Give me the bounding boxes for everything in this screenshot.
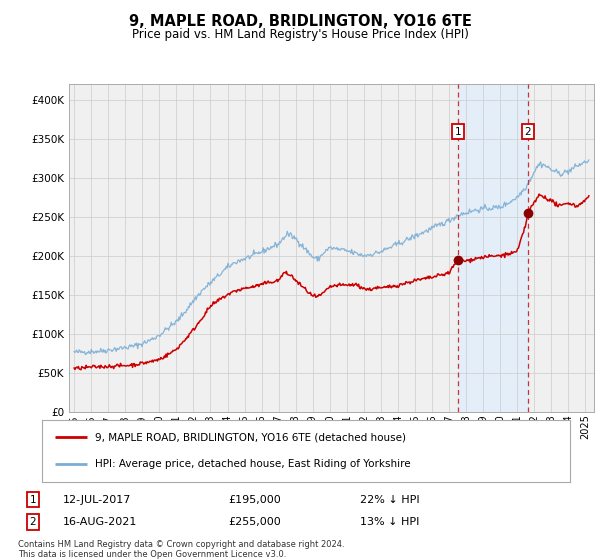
Text: Price paid vs. HM Land Registry's House Price Index (HPI): Price paid vs. HM Land Registry's House … [131,28,469,41]
Bar [458,84,528,412]
Text: 1: 1 [455,127,461,137]
Text: £255,000: £255,000 [228,517,281,527]
Text: 1: 1 [29,494,37,505]
Text: 2: 2 [524,127,531,137]
Text: Contains HM Land Registry data © Crown copyright and database right 2024.: Contains HM Land Registry data © Crown c… [18,540,344,549]
Text: 9, MAPLE ROAD, BRIDLINGTON, YO16 6TE (detached house): 9, MAPLE ROAD, BRIDLINGTON, YO16 6TE (de… [95,432,406,442]
Text: HPI: Average price, detached house, East Riding of Yorkshire: HPI: Average price, detached house, East… [95,459,410,469]
Text: £195,000: £195,000 [228,494,281,505]
Text: 22% ↓ HPI: 22% ↓ HPI [360,494,419,505]
Text: 16-AUG-2021: 16-AUG-2021 [63,517,137,527]
Text: This data is licensed under the Open Government Licence v3.0.: This data is licensed under the Open Gov… [18,550,286,559]
Text: 9, MAPLE ROAD, BRIDLINGTON, YO16 6TE: 9, MAPLE ROAD, BRIDLINGTON, YO16 6TE [128,14,472,29]
Text: 13% ↓ HPI: 13% ↓ HPI [360,517,419,527]
Text: 12-JUL-2017: 12-JUL-2017 [63,494,131,505]
Text: 2: 2 [29,517,37,527]
